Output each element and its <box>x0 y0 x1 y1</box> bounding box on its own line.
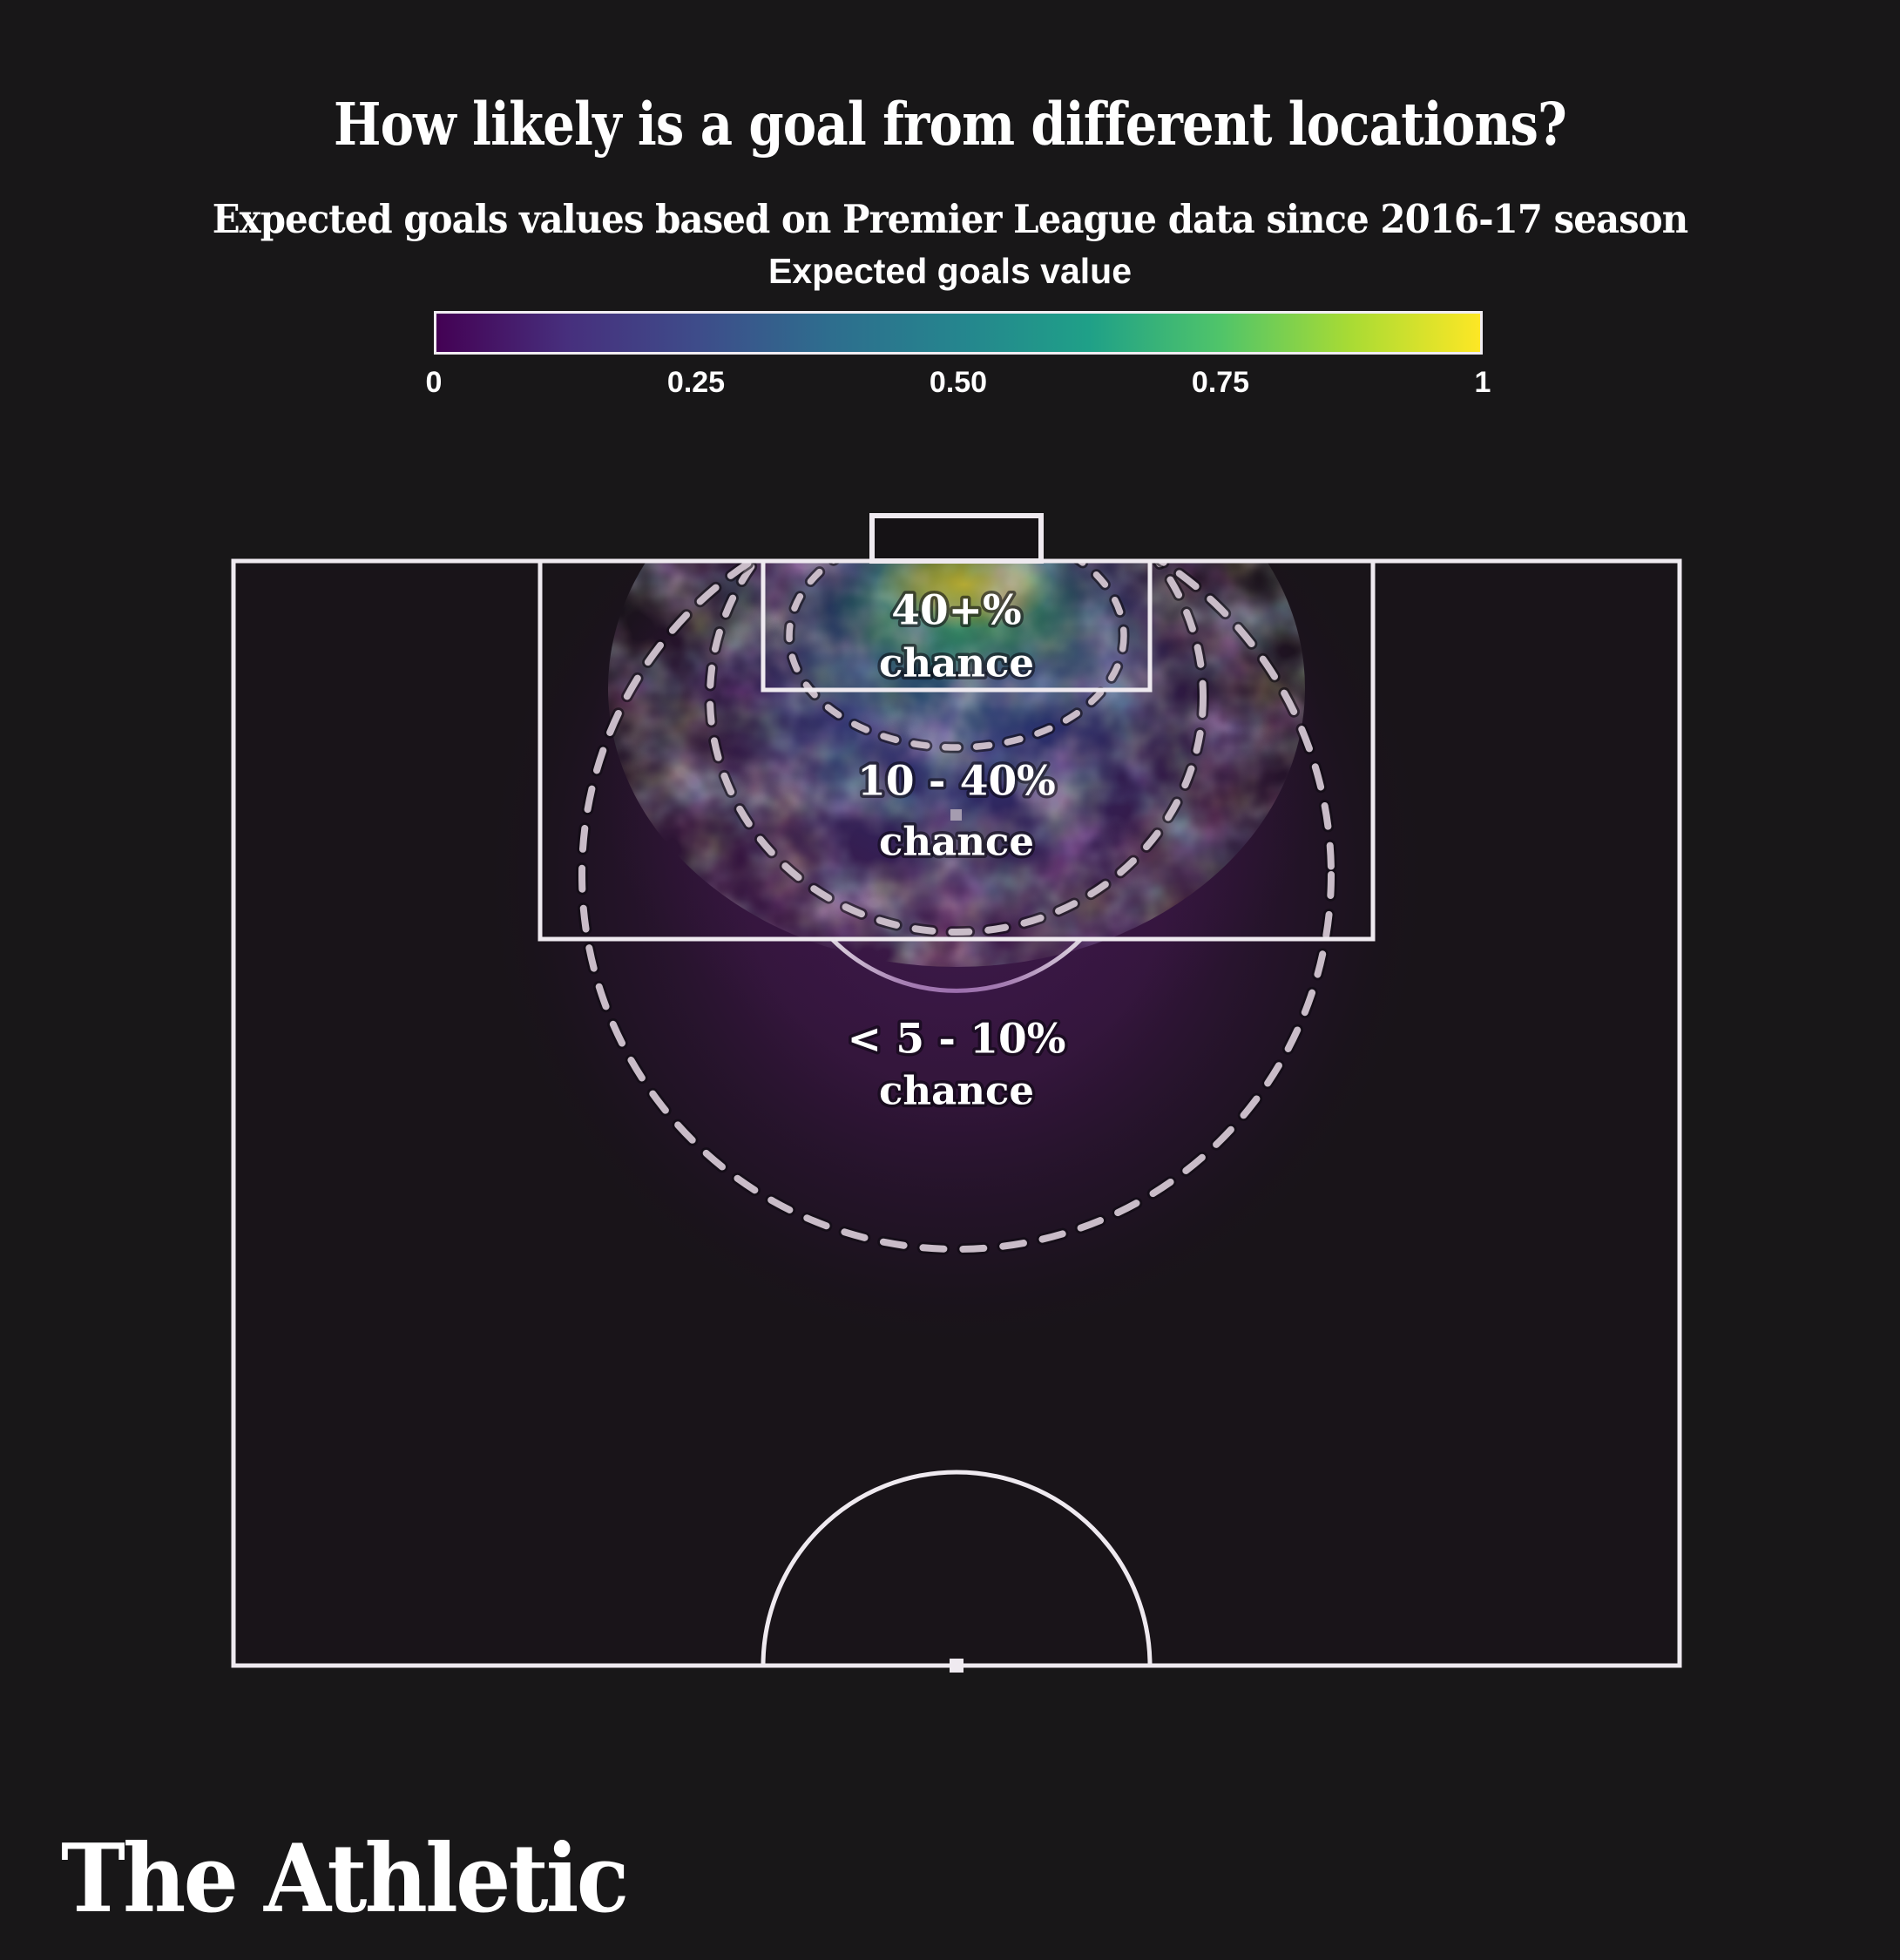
page-title: How likely is a goal from different loca… <box>334 89 1567 159</box>
colorbar-tick: 0.25 <box>666 366 726 399</box>
colorbar-tick: 0 <box>425 366 443 399</box>
colorbar-tick: 0.75 <box>1191 366 1250 399</box>
zone-label-40plus: 40+% <box>891 587 1021 635</box>
penalty-arc <box>830 937 1083 993</box>
goal <box>869 513 1044 564</box>
zone-label-5-10: < 5 - 10% <box>848 1016 1066 1064</box>
colorbar <box>434 311 1483 355</box>
centre-circle <box>761 1470 1153 1666</box>
colorbar-tick: 1 <box>1474 366 1491 399</box>
xg-contour-medium <box>704 563 1209 938</box>
page-subtitle: Expected goals values based on Premier L… <box>212 196 1689 242</box>
zone-label-10-40: 10 - 40% <box>857 758 1056 806</box>
zone-sublabel-5-10: chance <box>879 1068 1034 1114</box>
penalty-spot <box>950 809 962 821</box>
zone-sublabel-10-40: chance <box>879 819 1034 865</box>
colorbar-ticks: 0 0.25 0.50 0.75 1 <box>426 366 1491 404</box>
xg-contour-large <box>576 563 1337 1255</box>
centre-mark <box>950 1659 964 1673</box>
colorbar-tick: 0.50 <box>929 366 988 399</box>
xg-contour-small <box>783 563 1130 754</box>
zone-sublabel-40plus: chance <box>879 640 1034 686</box>
brand-logo: The Athletic <box>61 1824 629 1934</box>
colorbar-title: Expected goals value <box>767 251 1132 291</box>
